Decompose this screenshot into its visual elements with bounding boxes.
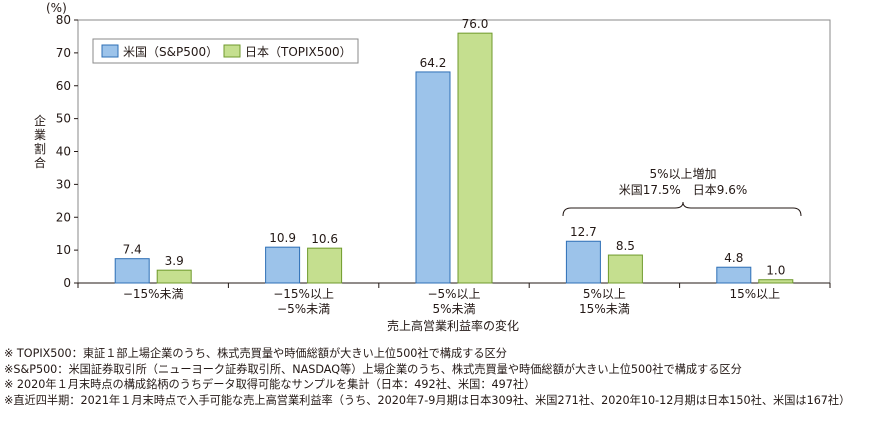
data-label: 3.9 <box>165 254 184 268</box>
bar <box>758 279 794 284</box>
x-tick-label: −5%未満 <box>277 302 330 316</box>
bar <box>716 266 752 284</box>
footnote: ※ 2020年１月末時点の構成銘柄のうちデータ取得可能なサンプルを集計（日本：4… <box>4 378 536 391</box>
x-tick-label: −15%未満 <box>123 287 184 301</box>
legend-label: 米国（S&P500） <box>123 45 218 59</box>
data-label: 10.6 <box>311 232 338 246</box>
annotation-line1: 5%以上増加 <box>649 167 716 181</box>
data-label: 12.7 <box>570 225 597 239</box>
annotation-line2: 米国17.5% 日本9.6% <box>619 183 748 197</box>
data-label: 4.8 <box>724 251 743 265</box>
y-axis-label-char: 企 <box>34 113 46 128</box>
y-tick-label: 30 <box>56 177 71 191</box>
bar <box>607 254 643 284</box>
y-tick-label: 50 <box>56 112 71 126</box>
footnote: ※ TOPIX500：東証１部上場企業のうち、株式売買量や時価総額が大きい上位5… <box>4 347 507 360</box>
bar <box>415 71 451 284</box>
bar <box>457 32 493 284</box>
data-label: 7.4 <box>123 243 142 257</box>
footnote: ※直近四半期：2021年１月末時点で入手可能な売上高営業利益率（うち、2020年… <box>4 393 851 407</box>
legend-label: 日本（TOPIX500） <box>245 45 352 59</box>
legend-swatch <box>101 44 119 58</box>
data-label: 10.9 <box>269 231 296 245</box>
data-label: 8.5 <box>616 239 635 253</box>
y-axis-label: 企業割合 <box>34 113 46 170</box>
bar <box>156 269 192 284</box>
bars: 7.4 3.9 10.9 10.6 64.2 76.0 12.7 8.5 4.8 1.0 <box>114 17 794 284</box>
x-tick-label: −5%以上 <box>427 287 480 301</box>
y-tick-label: 0 <box>63 276 71 290</box>
data-label: 76.0 <box>462 17 489 31</box>
legend: 米国（S&P500） 日本（TOPIX500） <box>92 38 359 64</box>
bar <box>307 247 343 284</box>
legend-swatch <box>223 44 241 58</box>
y-tick-label: 40 <box>56 145 71 159</box>
y-unit-label: (%) <box>46 1 67 15</box>
annotation: 5%以上増加 米国17.5% 日本9.6% <box>562 167 802 217</box>
bar-chart: (%) 企業割合 0 10 20 30 40 50 60 70 80 7.4 3.9 10.9 10.… <box>34 1 831 333</box>
y-tick-label: 20 <box>56 210 71 224</box>
y-tick-label: 60 <box>56 79 71 93</box>
y-tick-label: 10 <box>56 243 71 257</box>
y-axis-label-char: 合 <box>34 155 46 170</box>
x-axis-label: 売上高営業利益率の変化 <box>387 318 519 333</box>
bar <box>565 240 601 284</box>
y-tick-label: 80 <box>56 13 71 27</box>
data-label: 64.2 <box>420 56 447 70</box>
x-tick-label: 15%未満 <box>579 302 630 316</box>
y-axis-label-char: 業 <box>34 128 46 142</box>
bar <box>265 246 301 284</box>
x-tick-label: 15%以上 <box>729 287 780 301</box>
x-tick-label: −15%以上 <box>273 287 334 301</box>
footnotes: ※ TOPIX500：東証１部上場企業のうち、株式売買量や時価総額が大きい上位5… <box>4 346 870 408</box>
y-ticks: 0 10 20 30 40 50 60 70 80 <box>56 13 78 290</box>
data-label: 1.0 <box>766 264 785 278</box>
x-tick-label: 5%以上 <box>583 287 626 301</box>
annotation-brace <box>562 201 802 217</box>
bar <box>114 258 150 284</box>
x-tick-label: 5%未満 <box>432 302 475 316</box>
y-axis-label-char: 割 <box>34 141 46 156</box>
footnote: ※S&P500：米国証券取引所（ニューヨーク証券取引所、NASDAQ等）上場企業… <box>4 362 742 376</box>
y-tick-label: 70 <box>56 46 71 60</box>
